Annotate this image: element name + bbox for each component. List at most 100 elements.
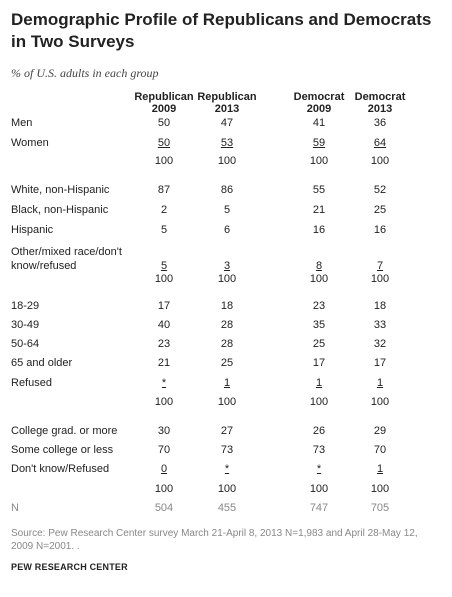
- row-label: College grad. or more: [11, 425, 118, 437]
- table-cell: 70: [373, 444, 387, 456]
- table-cell: 16: [312, 224, 326, 236]
- row-label: N: [11, 502, 19, 514]
- row-label: Other/mixed race/don't: [11, 246, 122, 258]
- row-label: Some college or less: [11, 444, 114, 456]
- table-cell: 47: [220, 117, 234, 129]
- table-cell: 17: [312, 357, 326, 369]
- table-cell: 5: [160, 260, 168, 272]
- table-cell: 52: [373, 184, 387, 196]
- table-cell: 73: [220, 444, 234, 456]
- row-label-continued: know/refused: [11, 260, 77, 272]
- row-label: Men: [11, 117, 33, 129]
- table-cell: 5: [223, 204, 231, 216]
- table-cell: 26: [312, 425, 326, 437]
- table-cell: 21: [157, 357, 171, 369]
- table-cell: 25: [312, 338, 326, 350]
- column-header-group: Republican: [134, 91, 194, 103]
- row-label: White, non-Hispanic: [11, 184, 110, 196]
- table-cell: 50: [157, 137, 171, 149]
- column-header-year: 2009: [151, 103, 177, 115]
- table-cell: 25: [373, 204, 387, 216]
- column-header: Republican 2009: [132, 91, 196, 115]
- table-cell: 30: [157, 425, 171, 437]
- table-cell: 0: [160, 463, 168, 475]
- table-cell: 1: [376, 463, 384, 475]
- total-cell: 100: [217, 155, 237, 167]
- table-cell: 25: [220, 357, 234, 369]
- total-cell: 100: [154, 155, 174, 167]
- table-cell: 1: [376, 377, 384, 389]
- table-cell: 40: [157, 319, 171, 331]
- table-cell: 6: [223, 224, 231, 236]
- table-cell: 87: [157, 184, 171, 196]
- table-cell: 64: [373, 137, 387, 149]
- table-cell: 17: [373, 357, 387, 369]
- table-cell: 8: [315, 260, 323, 272]
- table-cell: 3: [223, 260, 231, 272]
- column-header: Democrat 2013: [348, 91, 412, 115]
- table-cell: 455: [217, 502, 237, 514]
- table-cell: 747: [309, 502, 329, 514]
- total-cell: 100: [309, 483, 329, 495]
- total-cell: 100: [370, 273, 390, 285]
- row-label: 65 and older: [11, 357, 73, 369]
- table-cell: 70: [157, 444, 171, 456]
- total-cell: 100: [217, 396, 237, 408]
- total-cell: 100: [309, 273, 329, 285]
- table-cell: *: [316, 463, 322, 475]
- column-header-year: 2009: [306, 103, 332, 115]
- table-cell: 504: [154, 502, 174, 514]
- table-cell: 1: [223, 377, 231, 389]
- source-note: Source: Pew Research Center survey March…: [11, 528, 418, 552]
- table-cell: 73: [312, 444, 326, 456]
- column-header-group: Republican: [197, 91, 257, 103]
- column-header: Republican 2013: [195, 91, 259, 115]
- total-cell: 100: [154, 273, 174, 285]
- organization-credit: PEW RESEARCH CENTER: [11, 562, 128, 572]
- table-cell: 35: [312, 319, 326, 331]
- row-label: Hispanic: [11, 224, 54, 236]
- table-cell: 16: [373, 224, 387, 236]
- table-cell: 18: [373, 300, 387, 312]
- table-cell: 86: [220, 184, 234, 196]
- column-header: Democrat 2009: [287, 91, 351, 115]
- table-cell: 21: [312, 204, 326, 216]
- chart-title: Demographic Profile of Republicans and D…: [11, 10, 432, 51]
- table-cell: 23: [157, 338, 171, 350]
- table-cell: 32: [373, 338, 387, 350]
- table-cell: 33: [373, 319, 387, 331]
- table-cell: 28: [220, 338, 234, 350]
- total-cell: 100: [309, 155, 329, 167]
- total-cell: 100: [309, 396, 329, 408]
- row-label: 18-29: [11, 300, 40, 312]
- table-cell: 53: [220, 137, 234, 149]
- row-label: Refused: [11, 377, 52, 389]
- table-cell: 29: [373, 425, 387, 437]
- table-cell: 50: [157, 117, 171, 129]
- row-label: Don't know/Refused: [11, 463, 110, 475]
- total-cell: 100: [217, 483, 237, 495]
- table-cell: 28: [220, 319, 234, 331]
- table-cell: 1: [315, 377, 323, 389]
- total-cell: 100: [370, 483, 390, 495]
- table-cell: 7: [376, 260, 384, 272]
- column-header-year: 2013: [367, 103, 393, 115]
- total-cell: 100: [154, 396, 174, 408]
- row-label: 30-49: [11, 319, 40, 331]
- table-cell: 17: [157, 300, 171, 312]
- table-cell: 5: [160, 224, 168, 236]
- table-cell: 23: [312, 300, 326, 312]
- table-cell: 18: [220, 300, 234, 312]
- total-cell: 100: [217, 273, 237, 285]
- total-cell: 100: [154, 483, 174, 495]
- column-header-group: Democrat: [354, 91, 406, 103]
- column-header-year: 2013: [214, 103, 240, 115]
- row-label: Black, non-Hispanic: [11, 204, 109, 216]
- table-cell: 59: [312, 137, 326, 149]
- total-cell: 100: [370, 155, 390, 167]
- table-cell: *: [161, 377, 167, 389]
- table-cell: 41: [312, 117, 326, 129]
- table-cell: 36: [373, 117, 387, 129]
- row-label: Women: [11, 137, 49, 149]
- column-header-group: Democrat: [293, 91, 345, 103]
